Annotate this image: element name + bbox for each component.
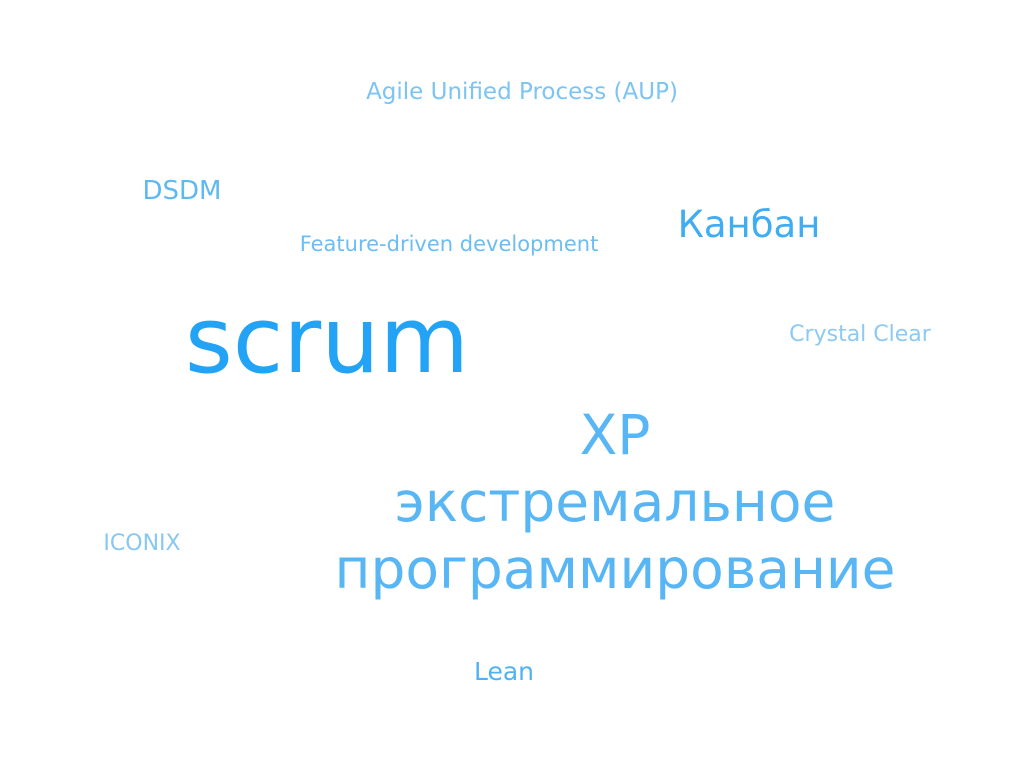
word-xp-line-3: программирование bbox=[334, 537, 896, 601]
word-iconix: ICONIX bbox=[103, 531, 181, 556]
word-xp-extreme-programming: XP экстремальное программирование bbox=[335, 402, 896, 603]
word-scrum: scrum bbox=[184, 287, 470, 394]
word-lean: Lean bbox=[473, 657, 535, 686]
word-kanban: Канбан bbox=[677, 203, 821, 246]
word-xp-line-1: XP bbox=[579, 403, 651, 467]
word-agile-unified-process: Agile Unified Process (AUP) bbox=[366, 79, 678, 105]
word-feature-driven-development: Feature-driven development bbox=[299, 232, 599, 256]
word-crystal-clear: Crystal Clear bbox=[789, 322, 931, 347]
word-dsdm: DSDM bbox=[142, 176, 222, 206]
word-xp-line-2: экстремальное bbox=[394, 470, 836, 534]
